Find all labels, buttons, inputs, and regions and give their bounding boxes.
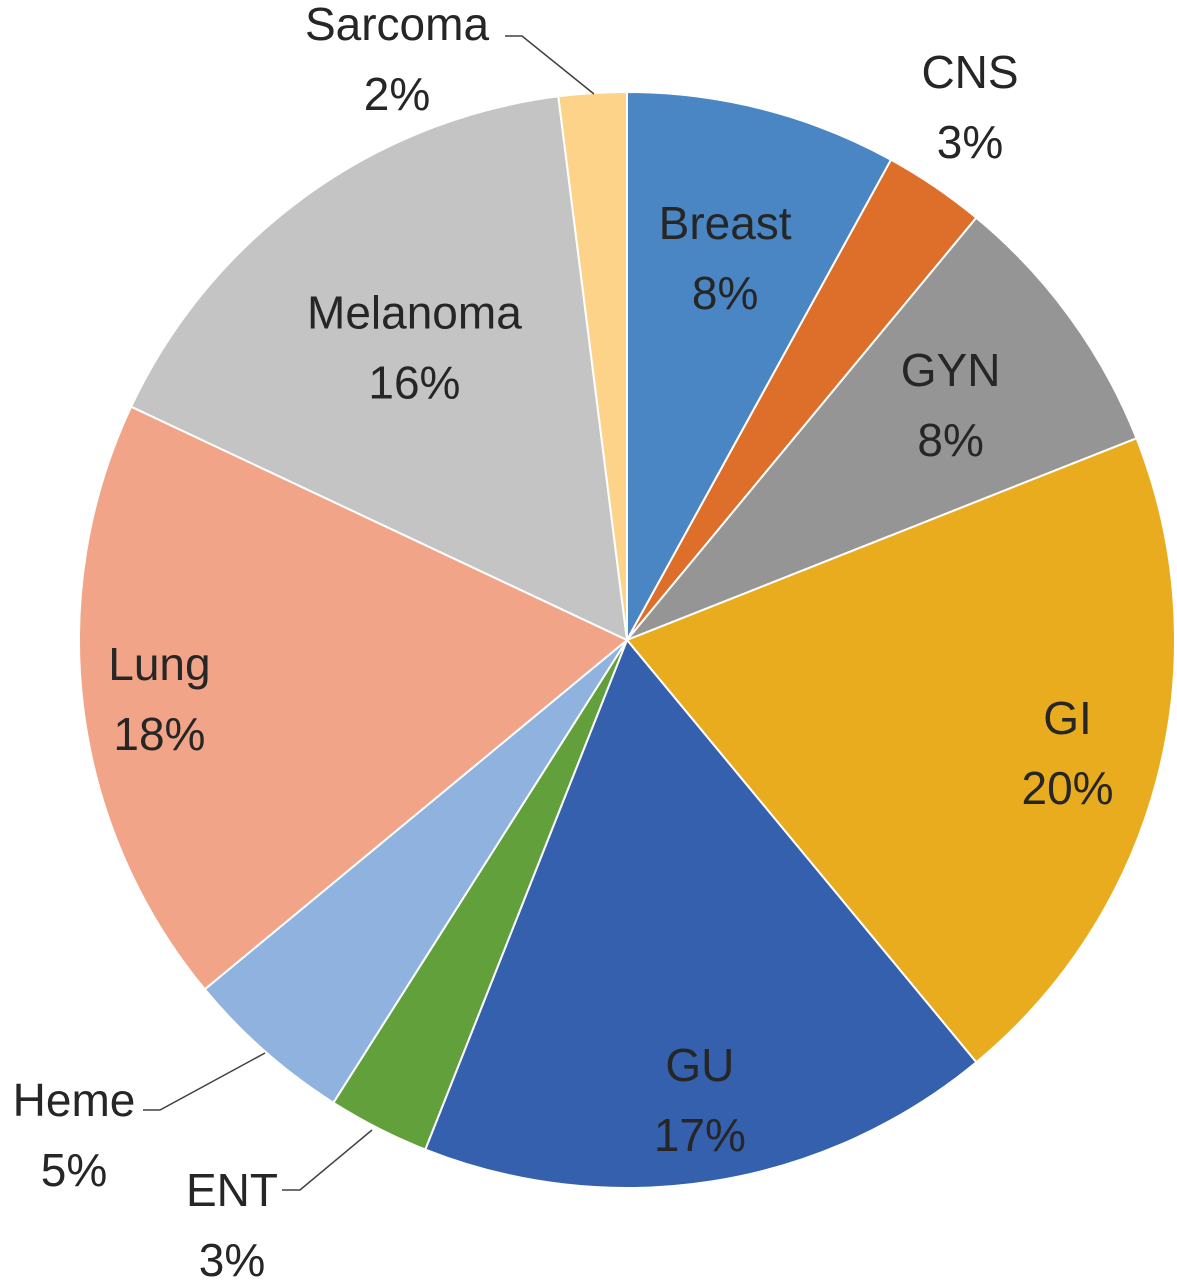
slice-label-percent-lung: 18% <box>113 708 205 760</box>
slice-label-percent-melanoma: 16% <box>368 356 460 408</box>
slice-label-name-lung: Lung <box>108 638 210 690</box>
slice-label-name-melanoma: Melanoma <box>307 286 522 338</box>
leader-line-sarcoma <box>505 35 595 95</box>
slice-label-name-heme: Heme <box>13 1074 136 1126</box>
slice-label-name-gu: GU <box>665 1039 734 1091</box>
pie-slice-melanoma <box>129 95 629 642</box>
slice-label-name-breast: Breast <box>659 197 792 249</box>
slice-label-percent-cns: 3% <box>937 116 1003 168</box>
pie-slice-heme <box>203 639 628 1105</box>
slice-label-name-cns: CNS <box>921 46 1018 98</box>
slice-label-percent-gu: 17% <box>654 1109 746 1161</box>
leader-line-ent <box>282 1129 373 1191</box>
slice-label-name-gyn: GYN <box>901 344 1001 396</box>
leader-lines <box>143 35 595 1191</box>
slice-label-percent-breast: 8% <box>692 267 758 319</box>
slice-label-percent-heme: 5% <box>41 1144 107 1196</box>
slice-label-percent-gyn: 8% <box>917 414 983 466</box>
slice-label-percent-gi: 20% <box>1022 762 1114 814</box>
slice-label-percent-sarcoma: 2% <box>364 68 430 120</box>
slice-label-name-sarcoma: Sarcoma <box>305 0 489 50</box>
slice-label-name-ent: ENT <box>186 1164 278 1216</box>
slice-label-name-gi: GI <box>1043 692 1092 744</box>
pie-slice-lung <box>78 405 629 991</box>
pie-slices <box>78 90 1176 1189</box>
leader-line-heme <box>143 1052 266 1111</box>
slice-label-percent-ent: 3% <box>199 1234 265 1280</box>
pie-slice-gu <box>423 638 978 1189</box>
pie-slice-breast <box>626 90 893 641</box>
pie-slice-gi <box>625 436 1176 1064</box>
slice-labels: Breast 8% CNS 3% GYN 8% GI 20% GU 17% ENT 3% Heme 5% L… <box>13 0 1114 1280</box>
pie-slice-gyn <box>626 216 1138 641</box>
